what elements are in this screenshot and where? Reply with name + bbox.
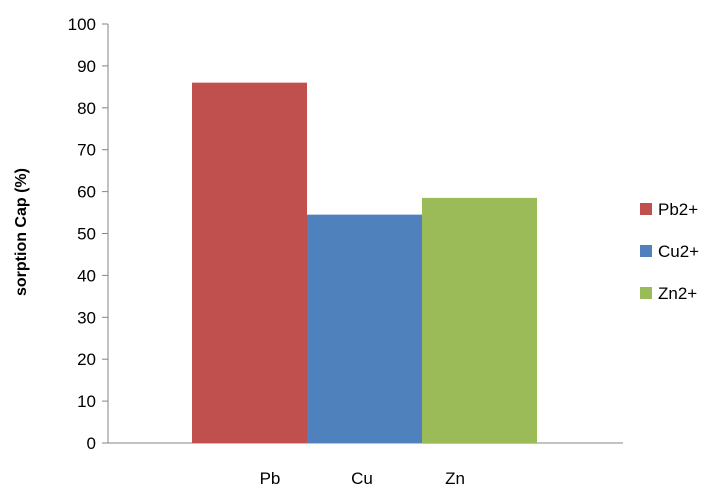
bar-pb2 [192, 82, 307, 443]
y-tick-label: 70 [77, 141, 96, 160]
y-axis-title: sorption Cap (%) [13, 168, 30, 296]
bar-zn2 [422, 197, 537, 443]
y-tick-label: 20 [77, 350, 96, 369]
legend-swatch [640, 245, 652, 257]
bars [192, 82, 537, 443]
y-tick-label: 50 [77, 225, 96, 244]
legend-label: Zn2+ [658, 284, 697, 303]
category-labels: Pb Cu Zn [260, 469, 465, 486]
bar-cu2 [307, 214, 422, 443]
legend-label: Pb2+ [658, 200, 698, 219]
y-tick-label: 100 [68, 15, 96, 34]
y-tick-label: 0 [87, 434, 96, 453]
y-tick-label: 80 [77, 99, 96, 118]
y-tick-label: 10 [77, 392, 96, 411]
y-tick-label: 40 [77, 266, 96, 285]
y-tick-label: 30 [77, 308, 96, 327]
legend-label: Cu2+ [658, 242, 699, 261]
category-label-zn: Zn [445, 469, 465, 486]
legend-swatch [640, 287, 652, 299]
legend-swatch [640, 203, 652, 215]
legend: Pb2+ Cu2+ Zn2+ [640, 200, 699, 303]
y-tick-label: 60 [77, 183, 96, 202]
y-tick-label: 90 [77, 57, 96, 76]
category-label-cu: Cu [351, 469, 373, 486]
category-label-pb: Pb [260, 469, 281, 486]
y-axis: 0 10 20 30 40 50 60 70 80 90 100 [68, 15, 109, 453]
